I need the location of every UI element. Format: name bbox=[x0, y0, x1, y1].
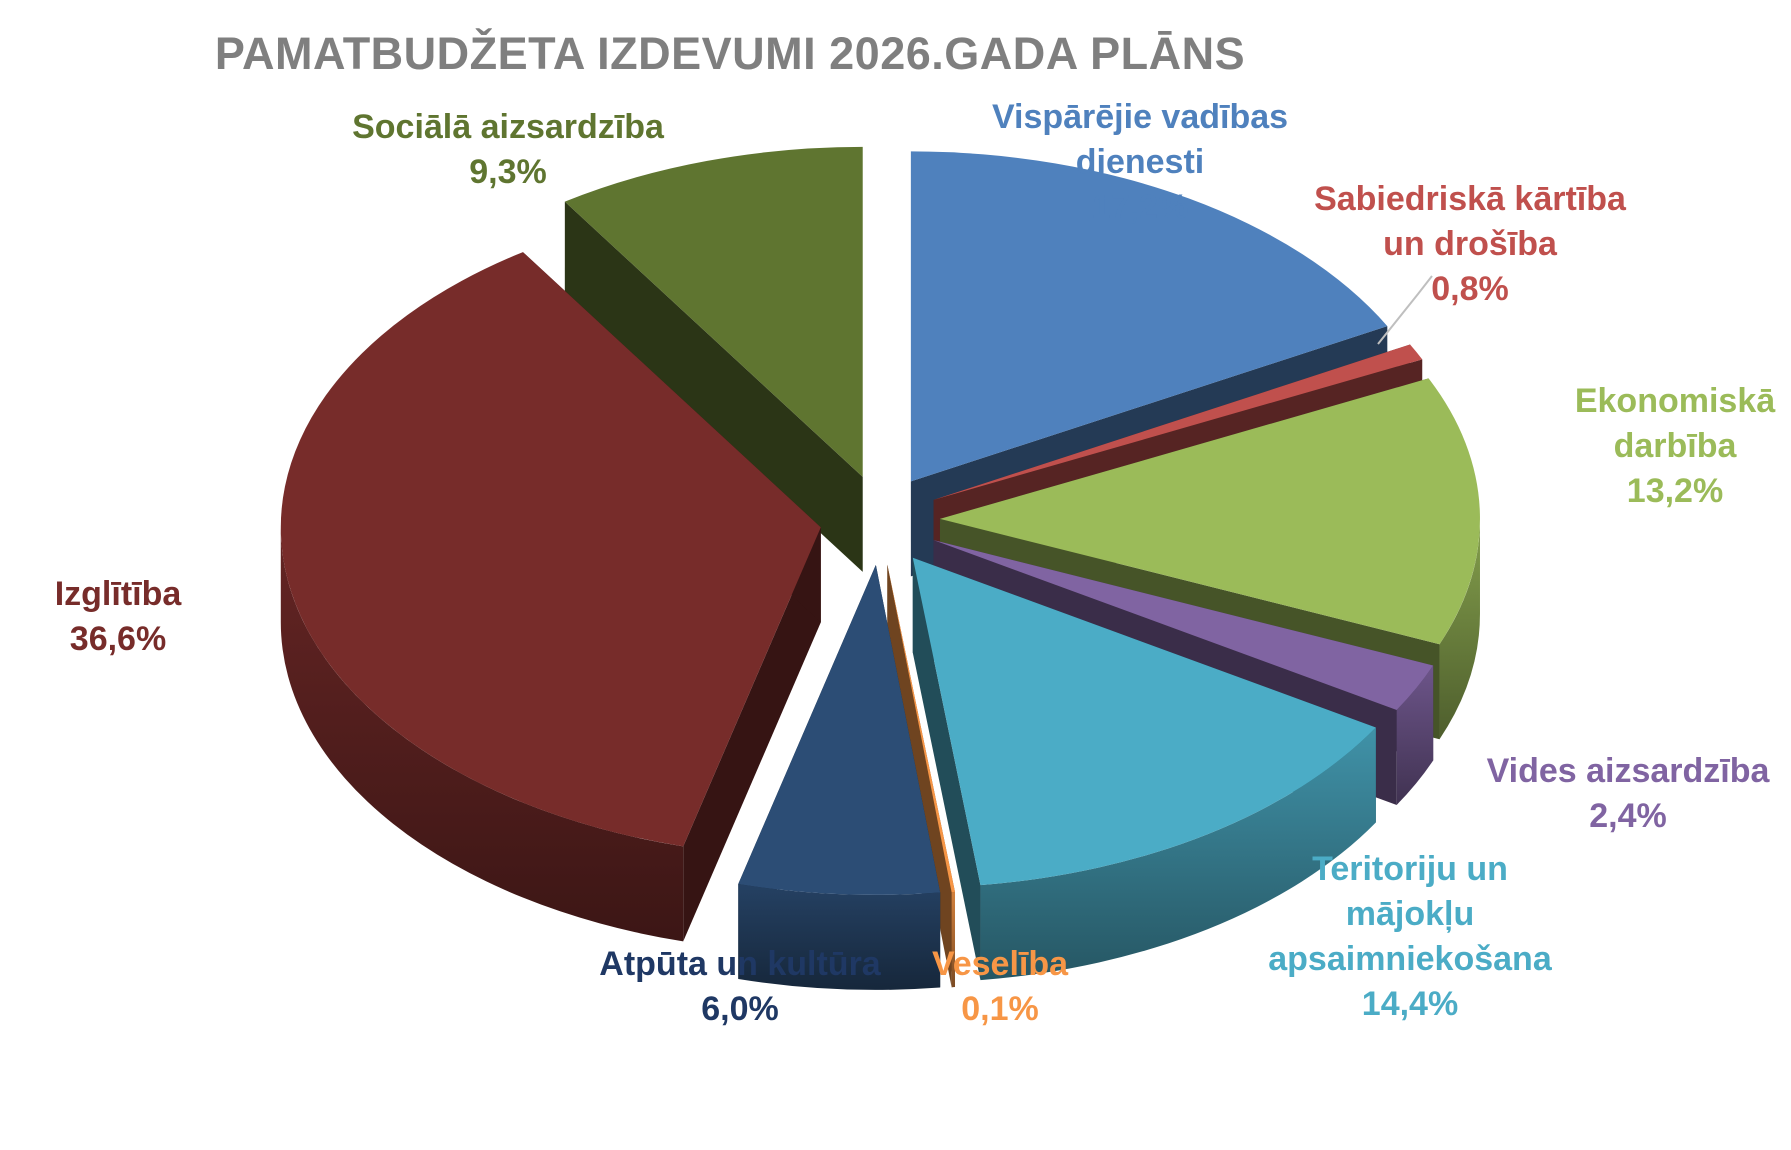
slice-label-6: Veselība 0,1% bbox=[932, 945, 1069, 1028]
slice-side bbox=[951, 892, 956, 988]
slice-wall bbox=[912, 557, 981, 981]
slice-label-3: Ekonomiskā darbība 13,2% bbox=[1575, 382, 1776, 510]
slice-label-8: Izglītība 36,6% bbox=[55, 575, 183, 658]
slice-side bbox=[1439, 518, 1480, 740]
slice-label-7: Atpūta un kultūra 6,0% bbox=[599, 945, 882, 1028]
slice-8 bbox=[280, 252, 821, 942]
slice-5 bbox=[912, 557, 1376, 981]
slice-label-5: Teritoriju un mājokļu apsaimniekošana 14,4% bbox=[1268, 850, 1553, 1023]
slice-side bbox=[280, 527, 684, 942]
slice-label-2: Sabiedriskā kārtība un drošība 0,8% bbox=[1314, 180, 1627, 308]
slice-label-9: Sociālā aizsardzība 9,3% bbox=[352, 108, 665, 191]
slice-top bbox=[939, 378, 1480, 645]
slice-top bbox=[738, 564, 941, 895]
slice-top bbox=[280, 252, 821, 847]
slice-side bbox=[980, 727, 1376, 981]
slice-side bbox=[738, 884, 941, 990]
slice-top bbox=[933, 540, 1434, 710]
slice-9 bbox=[564, 146, 863, 572]
slice-wall bbox=[564, 201, 863, 572]
slice-top bbox=[912, 557, 1376, 886]
slice-wall bbox=[683, 527, 821, 942]
slice-top bbox=[910, 151, 1388, 482]
chart-title: PAMATBUDŽETA IZDEVUMI 2026.GADA PLĀNS bbox=[214, 28, 1246, 79]
leader-line bbox=[1377, 275, 1433, 345]
slice-7 bbox=[738, 564, 941, 990]
slice-label-4: Vides aizsardzība 2,4% bbox=[1487, 752, 1771, 835]
slice-label-1: Vispārējie vadības dienesti 17,2% bbox=[992, 98, 1288, 226]
slice-top bbox=[564, 146, 863, 477]
slice-side bbox=[1396, 665, 1434, 805]
slice-top bbox=[887, 564, 956, 893]
slice-top bbox=[933, 344, 1423, 500]
